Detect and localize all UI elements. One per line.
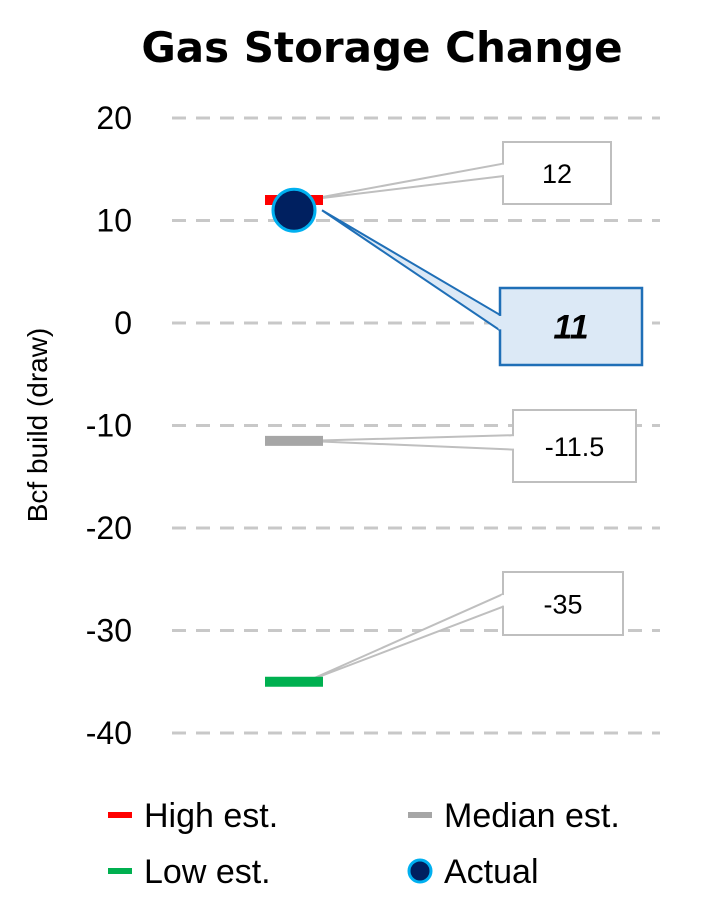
mark-median-est [265, 435, 323, 446]
legend-item: Median est. [408, 797, 620, 835]
legend-swatch [408, 812, 432, 818]
callout-leader [305, 434, 514, 451]
gridlines [172, 116, 660, 735]
callout-leader [305, 162, 504, 201]
callout-leader [321, 209, 501, 333]
legend: High est. Median est. Low est. Actual [108, 797, 620, 891]
y-tick-label: -10 [86, 408, 132, 444]
callout-box [512, 409, 637, 483]
legend-item: High est. [108, 797, 278, 835]
data-label: 11 [553, 309, 588, 347]
y-tick-label: 10 [96, 203, 132, 239]
legend-swatch [108, 812, 132, 818]
callout-leader [305, 592, 504, 683]
data-callouts: 12 -11.5 -35 11 [305, 141, 644, 683]
y-tick-label: -30 [86, 613, 132, 649]
callout-box [502, 571, 624, 636]
callout-actual: 11 [321, 209, 644, 367]
mark-low-est [265, 676, 323, 687]
legend-label: Median est. [444, 797, 620, 835]
callout-box [502, 141, 612, 205]
legend-label: Low est. [144, 853, 271, 891]
callout-low-est: -35 [305, 571, 624, 683]
legend-item: Low est. [108, 853, 271, 891]
callout-median-est: -11.5 [305, 409, 637, 483]
y-axis-label: Bcf build (draw) [22, 328, 53, 523]
legend-label: Actual [444, 853, 539, 891]
data-marks [265, 187, 323, 687]
data-label: -35 [543, 590, 582, 620]
y-tick-labels: 20 10 0 -10 -20 -30 -40 [86, 100, 132, 751]
chart-title: Gas Storage Change [141, 23, 622, 72]
mark-actual [271, 187, 317, 233]
data-label: 12 [542, 159, 572, 189]
y-tick-label: -20 [86, 510, 132, 546]
y-tick-label: 20 [96, 100, 132, 136]
callout-box [498, 286, 644, 367]
data-label: -11.5 [545, 432, 605, 462]
legend-item: Actual [407, 853, 539, 891]
y-tick-label: 0 [114, 305, 132, 341]
y-tick-label: -40 [86, 715, 132, 751]
legend-swatch [108, 868, 132, 874]
callout-high-est: 12 [305, 141, 612, 205]
legend-label: High est. [144, 797, 278, 835]
legend-swatch [407, 858, 433, 884]
